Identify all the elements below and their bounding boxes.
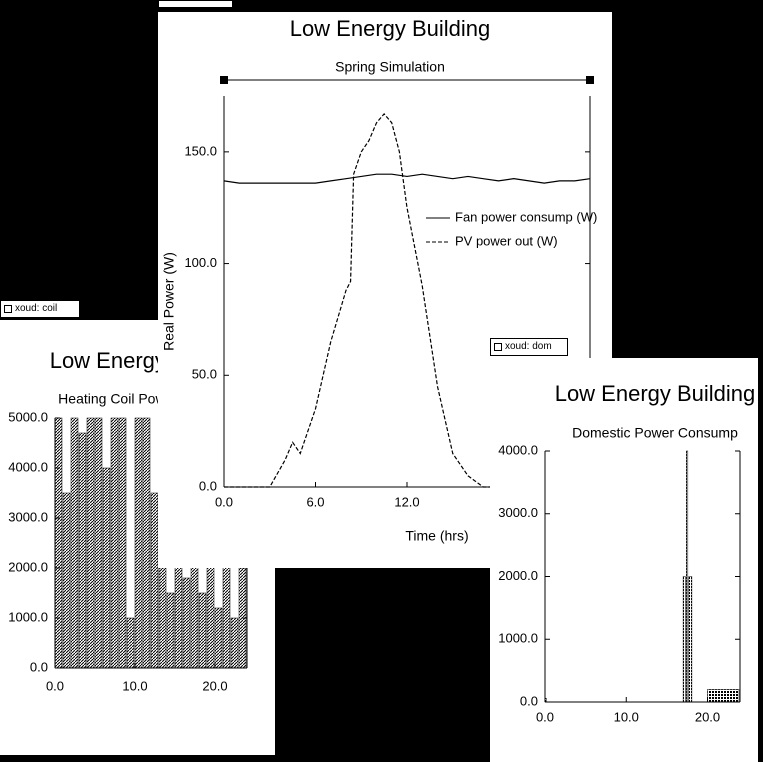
x-axis-label: Time (hrs) [405, 528, 468, 544]
y-tick-label: 2000.0 [8, 559, 48, 574]
window-titlebar[interactable] [158, 0, 233, 8]
window-titlebar[interactable]: xoud: coil [0, 300, 80, 318]
x-tick-label: 20.0 [202, 678, 227, 693]
bar [70, 417, 79, 669]
bar [158, 567, 167, 669]
window-titlebar[interactable]: xoud: dom [490, 338, 568, 356]
bar [126, 617, 135, 669]
y-tick-label: 3000.0 [498, 505, 538, 520]
x-tick-label: 6.0 [306, 494, 324, 509]
chart: Low Energy Building Spring Simulation Time… [161, 16, 598, 544]
x-tick-label: 0.0 [46, 678, 64, 693]
bar [134, 417, 143, 669]
y-tick-label: 3000.0 [8, 509, 48, 524]
chart-title: Low Energy Building [290, 16, 491, 41]
slider-handle [586, 76, 594, 84]
bar [166, 592, 175, 669]
y-tick-label: 1000.0 [8, 609, 48, 624]
bar [110, 417, 119, 669]
bar [688, 576, 693, 703]
y-tick-label: 100.0 [184, 255, 217, 270]
x-tick-label: 12.0 [394, 494, 419, 509]
bar [118, 417, 127, 669]
x-tick-label: 0.0 [215, 494, 233, 509]
x-tick-label: 10.0 [614, 709, 639, 724]
bar [686, 450, 689, 703]
bar [182, 577, 191, 669]
bar [62, 492, 71, 669]
bar [86, 417, 95, 669]
y-tick-label: 0.0 [520, 693, 538, 708]
chart-subtitle: Domestic Power Consump [572, 425, 738, 441]
chart: Low Energy Building Domestic Power Consum… [498, 381, 756, 725]
line [223, 173, 591, 184]
x-tick-label: 0.0 [536, 709, 554, 724]
chart-subtitle: Spring Simulation [335, 59, 445, 75]
slider-handle [220, 76, 228, 84]
bar [238, 567, 247, 669]
window: Low Energy Building Domestic Power Consum… [490, 358, 758, 762]
bar [78, 432, 87, 669]
y-tick-label: 0.0 [30, 659, 48, 674]
y-tick-label: 4000.0 [498, 442, 538, 457]
y-tick-label: 150.0 [184, 143, 217, 158]
y-tick-label: 2000.0 [498, 568, 538, 583]
bar [94, 417, 103, 669]
y-tick-label: 1000.0 [498, 631, 538, 646]
bar [54, 417, 63, 669]
legend-label: PV power out (W) [455, 233, 558, 248]
bar [142, 417, 151, 669]
y-tick-label: 0.0 [199, 478, 217, 493]
bar [682, 576, 686, 703]
legend-label: Fan power consump (W) [455, 209, 597, 224]
bar [198, 592, 207, 669]
x-tick-label: 10.0 [122, 678, 147, 693]
chart-title: Low Energy Building [555, 381, 756, 406]
bar [230, 617, 239, 669]
bar [214, 607, 223, 669]
x-tick-label: 20.0 [695, 709, 720, 724]
bar [150, 492, 159, 669]
y-tick-label: 5000.0 [8, 409, 48, 424]
bar [707, 689, 740, 703]
bar [102, 467, 111, 669]
y-tick-label: 4000.0 [8, 459, 48, 474]
y-axis-label: Real Power (W) [161, 252, 177, 351]
y-tick-label: 50.0 [192, 367, 217, 382]
